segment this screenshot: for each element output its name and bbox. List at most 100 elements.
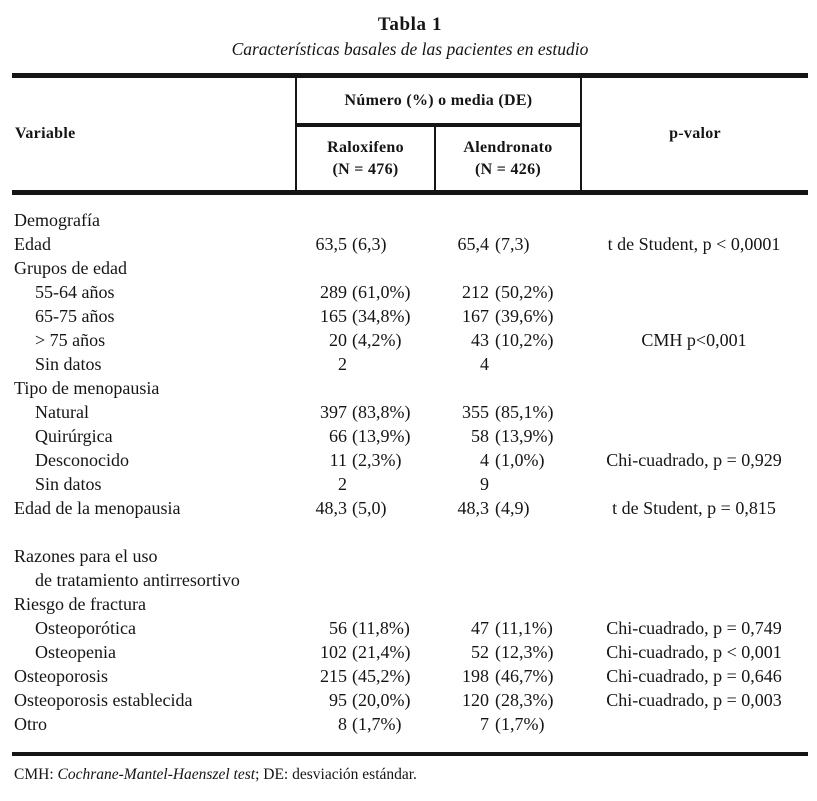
pvalue-cell: t de Student, p < 0,0001 <box>607 234 781 254</box>
value-number: 11 <box>329 450 347 470</box>
table-row: Tipo de menopausia <box>12 376 808 400</box>
table-body: Demografía Edad 63,5 (6,3) 65,4 (7,3) t de… <box>12 195 808 736</box>
alendronato-value: 167 (39,6%) <box>436 304 580 328</box>
column-group-header: Número (%) o media (DE) <box>297 78 580 127</box>
value-number: 63,5 <box>315 234 348 254</box>
value-percent: (34,8%) <box>352 306 411 326</box>
pvalue-cell <box>580 352 808 376</box>
raloxifeno-value: 215 (45,2%) <box>297 664 436 688</box>
raloxifeno-value <box>297 592 436 616</box>
pvalue-cell <box>580 568 808 592</box>
raloxifeno-value <box>297 568 436 592</box>
pvalue-cell: Chi-cuadrado, p = 0,003 <box>606 690 782 710</box>
value-percent: (11,8%) <box>352 618 410 638</box>
raloxifeno-value: 397 (83,8%) <box>297 400 436 424</box>
value-number: 4 <box>480 354 489 374</box>
value-number: 20 <box>329 330 347 350</box>
table-subtitle: Características basales de las pacientes… <box>231 39 589 59</box>
row-label: Osteoporótica <box>35 618 136 638</box>
value-percent: (83,8%) <box>352 402 411 422</box>
value-number <box>436 256 489 280</box>
value-number: 8 <box>338 714 347 734</box>
value-number: 165 <box>320 306 347 326</box>
table-row: de tratamiento antirresortivo <box>12 568 808 592</box>
alendronato-value: 9 <box>436 472 580 496</box>
alendronato-value: 4 <box>436 352 580 376</box>
value-number <box>297 376 347 400</box>
value-number: 167 <box>462 306 489 326</box>
raloxifeno-value <box>297 544 436 568</box>
table-row: Desconocido 11 (2,3%) 4 (1,0%) Chi-cuadrad… <box>12 448 808 472</box>
pvalue-cell: Chi-cuadrado, p = 0,749 <box>606 618 782 638</box>
value-percent: (12,3%) <box>495 642 554 662</box>
value-percent: (10,2%) <box>495 330 554 350</box>
value-percent: (4,2%) <box>352 330 402 350</box>
alendronato-value: 58 (13,9%) <box>436 424 580 448</box>
value-number <box>297 520 347 544</box>
raloxifeno-value: 66 (13,9%) <box>297 424 436 448</box>
footnote-prefix: CMH: <box>14 766 58 783</box>
value-number: 43 <box>471 330 489 350</box>
table-row: Edad de la menopausia 48,3 (5,0) 48,3 (4,9… <box>12 496 808 520</box>
table-header: Variable Número (%) o media (DE) Raloxif… <box>12 73 808 195</box>
value-number: 2 <box>338 354 347 374</box>
value-percent: (21,4%) <box>352 642 411 662</box>
table-row: Razones para el uso <box>12 544 808 568</box>
alendronato-value: 4 (1,0%) <box>436 448 580 472</box>
table-row: > 75 años 20 (4,2%) 43 (10,2%) CMH p<0,001 <box>12 328 808 352</box>
table-caption: Tabla 1 Características basales de las p… <box>12 0 808 62</box>
value-percent: (7,3) <box>495 234 530 254</box>
row-label: 55-64 años <box>35 282 115 302</box>
alendronato-value <box>436 520 580 544</box>
row-label: Natural <box>35 402 89 422</box>
pvalue-cell: Chi-cuadrado, p = 0,929 <box>606 450 782 470</box>
raloxifeno-value: 95 (20,0%) <box>297 688 436 712</box>
value-number <box>297 256 347 280</box>
value-number: 212 <box>462 282 489 302</box>
value-percent: (46,7%) <box>495 666 554 686</box>
value-percent: (61,0%) <box>352 282 411 302</box>
row-label: Osteoporosis <box>14 666 108 686</box>
alendronato-value: 355 (85,1%) <box>436 400 580 424</box>
bottom-rule <box>12 752 808 756</box>
row-label: Edad <box>14 234 51 254</box>
value-percent: (6,3) <box>352 234 387 254</box>
value-number <box>297 592 347 616</box>
row-label: Otro <box>14 714 47 734</box>
pvalue-cell <box>580 400 808 424</box>
pvalue-cell <box>580 472 808 496</box>
baseline-characteristics-table: Variable Número (%) o media (DE) Raloxif… <box>12 73 808 785</box>
alendronato-value: 7 (1,7%) <box>436 712 580 736</box>
raloxifeno-value: 2 <box>297 352 436 376</box>
alendronato-value <box>436 544 580 568</box>
footnote-suffix: ; DE: desviación estándar. <box>255 766 417 783</box>
table-row: Sin datos 2 4 <box>12 352 808 376</box>
table-row: Osteoporótica 56 (11,8%) 47 (11,1%) Chi-cu… <box>12 616 808 640</box>
alendronato-value <box>436 376 580 400</box>
table-row: Osteoporosis establecida 95 (20,0%) 120 (2… <box>12 688 808 712</box>
value-percent: (85,1%) <box>495 402 554 422</box>
column-header-variable: Variable <box>12 78 297 190</box>
table-row: Natural 397 (83,8%) 355 (85,1%) <box>12 400 808 424</box>
pvalue-cell <box>580 280 808 304</box>
value-number: 9 <box>480 474 489 494</box>
value-number <box>297 544 347 568</box>
alendronato-value <box>436 256 580 280</box>
row-label: > 75 años <box>35 330 106 350</box>
alendronato-value: 52 (12,3%) <box>436 640 580 664</box>
value-number: 52 <box>471 642 489 662</box>
value-number: 355 <box>462 402 489 422</box>
value-percent: (5,0) <box>352 498 387 518</box>
value-number <box>436 520 489 544</box>
value-number: 215 <box>320 666 347 686</box>
value-number <box>436 592 489 616</box>
table-title: Tabla 1 <box>377 14 443 35</box>
pvalue-cell <box>580 520 808 544</box>
value-number: 47 <box>471 618 489 638</box>
value-percent: (20,0%) <box>352 690 411 710</box>
row-label: Desconocido <box>35 450 129 470</box>
row-label: Quirúrgica <box>35 426 113 446</box>
pvalue-cell <box>580 544 808 568</box>
pvalue-cell: Chi-cuadrado, p < 0,001 <box>606 642 782 662</box>
value-percent: (1,7%) <box>352 714 402 734</box>
